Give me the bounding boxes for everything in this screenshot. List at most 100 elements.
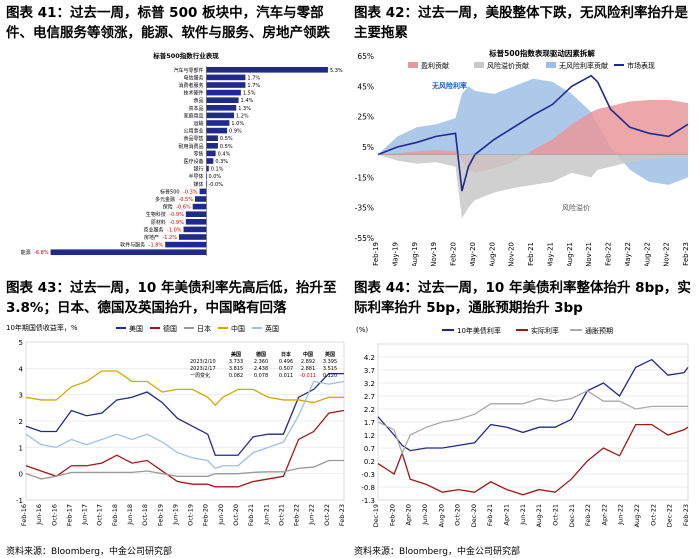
table-header-3: 日本	[281, 351, 292, 358]
value-label-20: -0.9%	[169, 220, 184, 226]
category-label-17: 多元金融	[155, 196, 175, 203]
legend-swatch-1	[474, 62, 484, 68]
xtick-9: Jun-21	[519, 504, 527, 526]
table-cell-0-2: 2.360	[254, 359, 268, 365]
ytick-1: 3.7	[364, 367, 375, 375]
ytick-6: -55%	[355, 234, 374, 243]
category-label-2: 消费者服务	[178, 82, 203, 89]
xtick-6: Aug-20	[488, 242, 496, 266]
bar-13	[206, 165, 209, 172]
table-cell-0-1: 3.733	[229, 359, 243, 365]
bar-17	[195, 196, 207, 202]
spx-drivers-area-chart: 65% 45% 25% 5% -15% -35% -55% 标普500指数表现驱动因素拆解盈利…	[355, 48, 690, 266]
source-note-right: 资料来源：Bloomberg，中金公司研究部	[354, 547, 520, 557]
category-label-11: 零售	[193, 150, 203, 157]
value-label-10: 0.5%	[220, 144, 233, 150]
value-label-21: -1.0%	[167, 227, 182, 233]
xtick-0: Feb-16	[20, 504, 28, 526]
xtick-13: Feb-22	[584, 504, 592, 526]
value-label-13: 0.1%	[211, 167, 224, 173]
value-label-15: -0.0%	[208, 182, 223, 188]
category-label-14: 半导体	[188, 173, 203, 180]
category-label-13: 银行	[193, 166, 203, 173]
series-line-0	[25, 372, 344, 456]
bar-3	[206, 89, 241, 96]
chart43-title: 图表 43：过去一周，10 年美债利率先高后低，抬升至 3.8%；日本、德国及英…	[6, 280, 337, 316]
bar-14	[206, 173, 208, 179]
xtick-14: Aug-22	[643, 242, 651, 266]
annotation-riskfree: 无风险利率	[431, 81, 467, 90]
xtick-12: Feb-20	[202, 504, 210, 526]
legend-label-0: 盈利贡献	[421, 61, 449, 70]
table-cell-0-4: 2.892	[301, 359, 315, 365]
xtick-18: Dec-22	[666, 504, 674, 527]
xtick-8: Oct-18	[141, 504, 149, 526]
bar-24	[50, 249, 207, 255]
category-label-1: 电信服务	[183, 74, 203, 81]
legend-swatch-0	[408, 62, 418, 68]
xtick-13: Jun-20	[217, 504, 225, 526]
series-line-1	[377, 423, 689, 496]
table-cell-2-5: 0.120	[323, 373, 337, 379]
xtick-8: Apr-21	[503, 504, 511, 525]
table-cell-2-3: 0.011	[279, 373, 293, 379]
xtick-13: May-22	[624, 242, 632, 266]
area-premium	[378, 154, 688, 219]
ytick-4: 1	[19, 444, 23, 452]
legend-label-1: 风险溢价贡献	[487, 61, 529, 70]
legend-label-2: 日本	[197, 324, 211, 333]
bar-0	[206, 67, 328, 73]
table-header-5: 英国	[325, 351, 335, 358]
table-header-2: 德国	[255, 351, 266, 358]
xtick-3: Jun-20	[421, 504, 429, 526]
series-line-1	[25, 409, 345, 488]
xtick-7: Jun-18	[126, 504, 134, 526]
series-line-4	[25, 380, 345, 470]
ytick-6: 1.2	[364, 432, 375, 440]
annotation-premium: 风险溢价	[562, 203, 590, 212]
category-label-0: 汽车与零部件	[173, 67, 203, 74]
table-header-4: 中国	[303, 351, 313, 358]
ytick-0: 4.2	[364, 354, 375, 362]
xtick-14: Oct-20	[232, 504, 240, 526]
series-line-0	[377, 358, 689, 452]
xtick-4: Feb-20	[450, 242, 458, 266]
bar-16	[199, 188, 207, 195]
bar-6	[206, 112, 234, 119]
xtick-1: May-19	[391, 242, 399, 266]
table-header-1: 美国	[231, 351, 241, 358]
value-label-5: 1.3%	[238, 106, 251, 112]
bar-2	[206, 82, 246, 88]
bar-21	[183, 226, 207, 233]
chart41-title: 图表 41：过去一周，标普 500 板块中，汽车与零部件、电信服务等领涨，能源、…	[6, 5, 330, 41]
value-label-7: 1.0%	[231, 121, 244, 127]
xtick-1: Jun-16	[35, 504, 43, 526]
value-label-18: -0.6%	[176, 205, 191, 211]
xtick-5: Oct-20	[454, 504, 462, 526]
chart43-inner-title: 10年期国债收益率，%	[6, 323, 78, 332]
xtick-11: Oct-21	[551, 504, 559, 526]
ytick-9: -0.3	[361, 471, 375, 479]
xtick-9: May-21	[546, 242, 554, 266]
bar-8	[206, 127, 228, 134]
category-label-10: 耐用消费品	[178, 143, 203, 150]
bar-1	[206, 74, 246, 81]
ytick-1: 45%	[357, 82, 374, 91]
bar-11	[206, 150, 216, 157]
table-cell-1-5: 3.515	[323, 366, 337, 372]
ytick-2: 3	[19, 392, 23, 400]
value-label-3: 1.5%	[243, 91, 256, 97]
ytick-5: 1.7	[364, 419, 375, 427]
line-market	[377, 74, 689, 192]
value-label-23: -1.8%	[149, 243, 164, 249]
xtick-20: Oct-22	[323, 504, 331, 526]
xtick-18: Feb-22	[293, 504, 301, 526]
xtick-4: Jun-17	[81, 504, 89, 526]
xtick-0: Dec-19	[372, 504, 380, 527]
series-line-2	[25, 459, 344, 480]
category-label-9: 食品零售	[183, 135, 203, 142]
xtick-16: Aug-22	[633, 504, 641, 527]
xtick-2: Apr-20	[405, 504, 413, 525]
table-cell-1-0: 2023/2/17	[190, 366, 216, 372]
